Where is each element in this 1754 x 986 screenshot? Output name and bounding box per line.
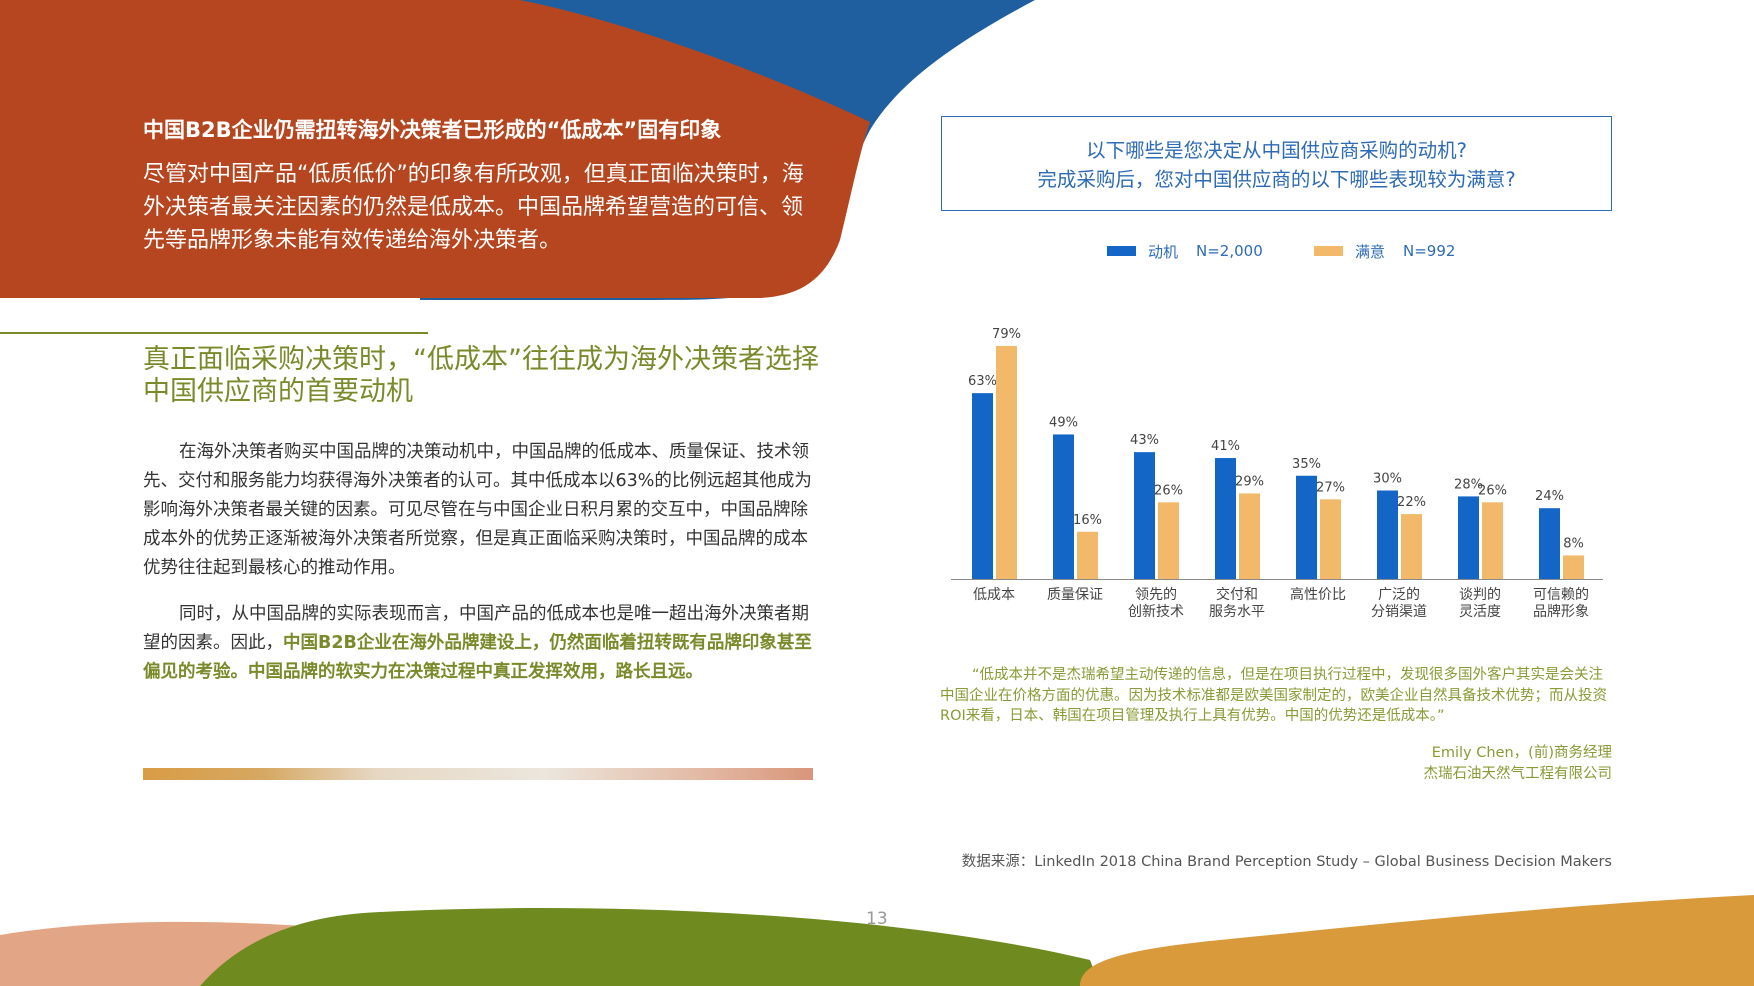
- data-label: 79%: [992, 327, 1021, 342]
- hero-text: 尽管对中国产品“低质低价”的印象有所改观，但真正面临决策时，海外决策者最关注因素…: [143, 162, 804, 253]
- question-line-1: 以下哪些是您决定从中国供应商采购的动机?: [1086, 139, 1467, 162]
- customer-quote: “低成本并不是杰瑞希望主动传递的信息，但是在项目执行过程中，发现很多国外客户其实…: [940, 667, 1607, 724]
- bar-satisfy: [1401, 514, 1422, 579]
- page-number: 13: [866, 909, 888, 929]
- data-label: 29%: [1235, 474, 1264, 489]
- category-label: 质量保证: [1047, 587, 1103, 603]
- data-label: 28%: [1454, 477, 1483, 492]
- bar-motive: [1458, 496, 1479, 579]
- orange-shape: [1080, 895, 1754, 986]
- legend-n-motive: N=2,000: [1196, 242, 1263, 260]
- green-shape: [200, 908, 1100, 986]
- data-label: 26%: [1478, 483, 1507, 498]
- decorative-texture-bar: [143, 768, 813, 780]
- category-label: 高性价比: [1290, 586, 1346, 603]
- quote-attribution: Emily Chen，(前)商务经理 杰瑞石油天然气工程有限公司: [1424, 743, 1613, 785]
- bar-motive: [1215, 458, 1236, 579]
- bar-satisfy: [1482, 502, 1503, 579]
- legend-label-motive: 动机: [1148, 242, 1179, 261]
- section-heading: 真正面临采购决策时，“低成本”往往成为海外决策者选择中国供应商的首要动机: [143, 344, 819, 407]
- bar-satisfy: [1158, 502, 1179, 579]
- body-paragraph-2: 同时，从中国品牌的实际表现而言，中国产品的低成本也是唯一超出海外决策者期望的因素…: [143, 600, 813, 687]
- category-label: 品牌形象: [1533, 603, 1589, 620]
- bar-motive: [972, 393, 993, 579]
- bar-motive: [1539, 508, 1560, 579]
- category-label: 可信赖的: [1533, 587, 1589, 603]
- hero-title: 中国B2B企业仍需扭转海外决策者已形成的“低成本”固有印象: [143, 118, 722, 142]
- bar-satisfy: [1239, 493, 1260, 579]
- data-label: 16%: [1073, 513, 1102, 528]
- legend-swatch-motive: [1107, 246, 1136, 256]
- bar-motive: [1377, 490, 1398, 579]
- data-label: 35%: [1292, 457, 1321, 472]
- section-divider: [0, 332, 428, 334]
- data-label: 63%: [968, 374, 997, 389]
- data-label: 41%: [1211, 439, 1240, 454]
- category-label: 低成本: [973, 587, 1015, 603]
- data-label: 26%: [1154, 483, 1183, 498]
- legend-label-satisfy: 满意: [1355, 242, 1386, 261]
- category-label: 服务水平: [1209, 604, 1265, 620]
- quote-company: 杰瑞石油天然气工程有限公司: [1423, 766, 1613, 782]
- bar-satisfy: [1077, 531, 1098, 579]
- data-label: 8%: [1563, 536, 1584, 551]
- bar-satisfy: [1320, 499, 1341, 579]
- data-label: 49%: [1049, 415, 1078, 430]
- survey-question-box: 以下哪些是您决定从中国供应商采购的动机? 完成采购后，您对中国供应商的以下哪些表…: [941, 116, 1612, 211]
- para2-highlight-text: 中国B2B企业在海外品牌建设上，仍然面临着扭转既有品牌印象甚至偏见的考验。中国品…: [143, 633, 812, 682]
- rust-shape: [0, 0, 870, 298]
- legend-n-satisfy: N=992: [1403, 242, 1456, 260]
- category-label: 创新技术: [1128, 604, 1184, 620]
- legend-item-satisfy: 满意 N=992: [1314, 242, 1456, 261]
- legend-swatch-satisfy: [1314, 246, 1343, 256]
- para2-plain-text: 同时，从中国品牌的实际表现而言，中国产品的低成本也是唯一超出海外决策者期望的因素…: [143, 604, 809, 653]
- category-label: 领先的: [1135, 587, 1177, 603]
- category-label: 谈判的: [1459, 587, 1501, 603]
- body-paragraph-1: 在海外决策者购买中国品牌的决策动机中，中国品牌的低成本、质量保证、技术领先、交付…: [143, 442, 812, 578]
- data-source: 数据来源：LinkedIn 2018 China Brand Perceptio…: [961, 854, 1612, 870]
- legend-item-motive: 动机 N=2,000: [1107, 242, 1263, 261]
- bar-satisfy: [996, 345, 1017, 579]
- data-label: 27%: [1316, 480, 1345, 495]
- quote-author: Emily Chen，(前)商务经理: [1431, 745, 1612, 761]
- data-label: 24%: [1535, 489, 1564, 504]
- bar-satisfy: [1563, 555, 1584, 579]
- bar-motive: [1134, 452, 1155, 579]
- category-label: 灵活度: [1459, 604, 1501, 620]
- category-label: 交付和: [1216, 586, 1258, 603]
- bar-motive: [1296, 475, 1317, 579]
- data-label: 30%: [1373, 472, 1402, 487]
- category-label: 分销渠道: [1371, 604, 1427, 620]
- question-line-2: 完成采购后，您对中国供应商的以下哪些表现较为满意?: [1037, 168, 1516, 191]
- category-label: 广泛的: [1378, 587, 1420, 603]
- data-label: 22%: [1397, 495, 1426, 510]
- bar-motive: [1053, 434, 1074, 579]
- data-label: 43%: [1130, 433, 1159, 448]
